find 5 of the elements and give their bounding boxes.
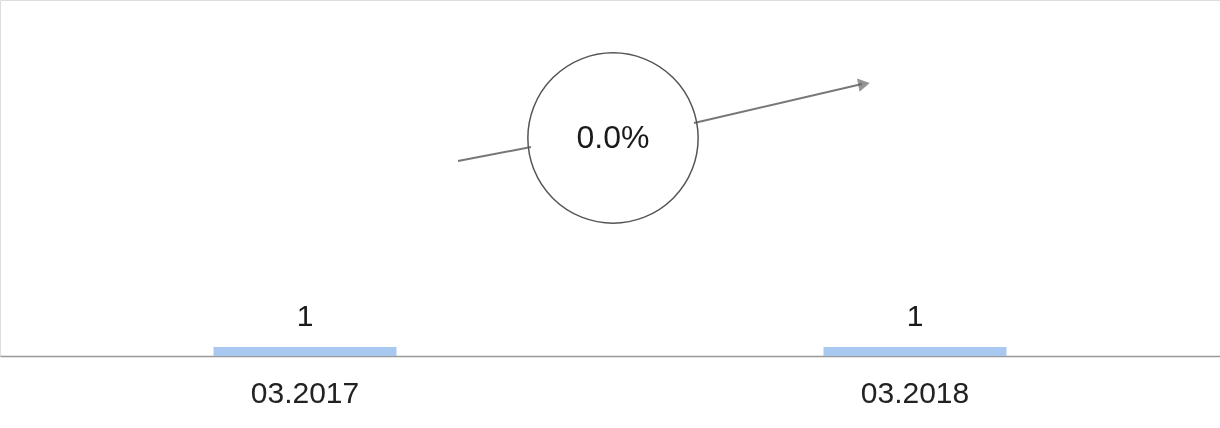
text: 0.0% (576, 119, 650, 155)
data-label: 1 (296, 299, 314, 333)
x-tick-label: 03.2017 (250, 375, 360, 409)
data-label: 1 (906, 299, 924, 333)
x-tick-label: 03.2018 (860, 375, 970, 409)
